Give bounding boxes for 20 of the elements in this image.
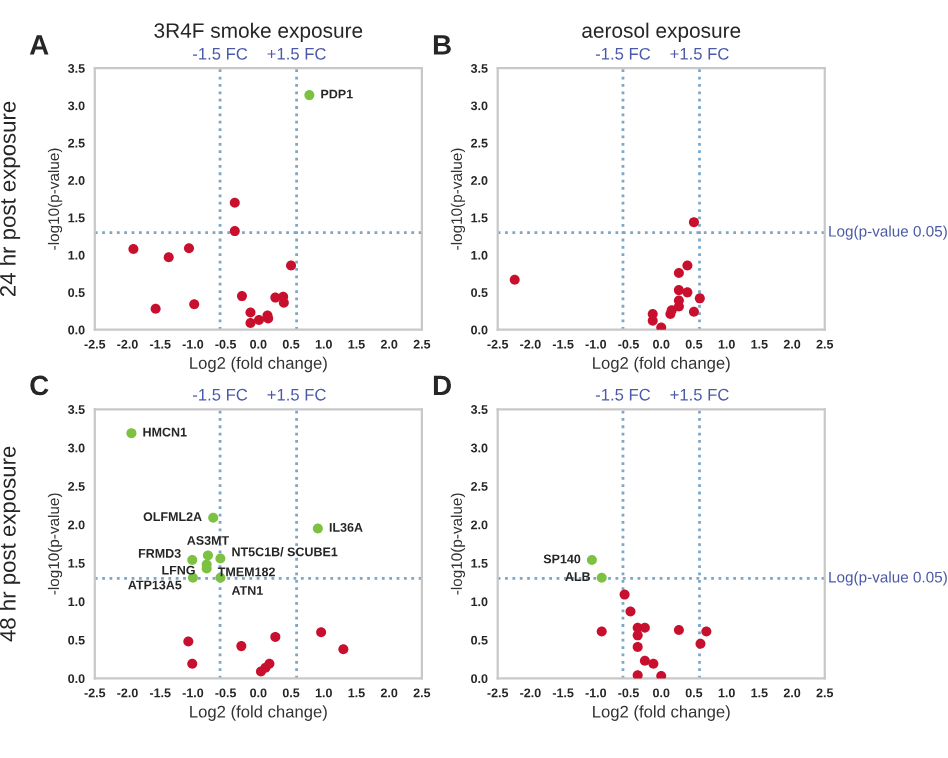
chart-title: 3R4F smoke exposure xyxy=(154,22,363,43)
ref-line-label: +1.5 FC xyxy=(670,388,729,401)
ref-line-label: +1.5 FC xyxy=(267,388,326,401)
ref-line-label: +1.5 FC xyxy=(670,47,729,60)
ref-line-label: -1.5 FC xyxy=(595,388,651,401)
text: D xyxy=(433,375,451,395)
text: 24 hr post exposure xyxy=(0,101,21,297)
ref-line-label: -1.5 FC xyxy=(193,388,248,401)
x-axis-title: Log2 (fold change) xyxy=(593,356,730,373)
ref-line-label: -1.5 FC xyxy=(193,47,248,60)
text: A xyxy=(29,35,49,55)
x-axis-title: Log2 (fold change) xyxy=(593,705,730,721)
x-axis-title: Log2 (fold change) xyxy=(190,705,327,721)
ref-line-label: +1.5 FC xyxy=(267,47,326,60)
ref-line-label: -1.5 FC xyxy=(595,47,651,60)
chart-title: aerosol exposure xyxy=(582,22,741,43)
text: C xyxy=(30,375,49,396)
text: B xyxy=(433,35,451,55)
text: 48 hr post exposure xyxy=(0,446,21,642)
x-axis-title: Log2 (fold change) xyxy=(190,356,327,373)
